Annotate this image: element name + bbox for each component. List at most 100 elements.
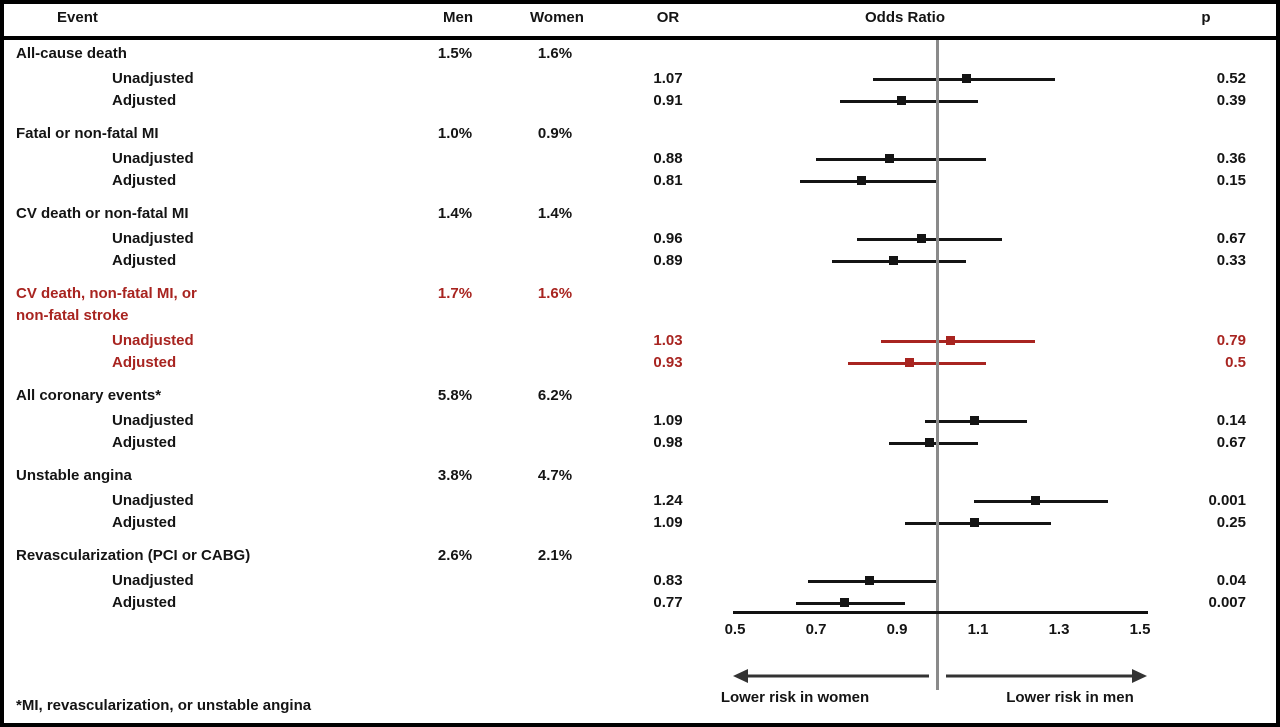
column-header-odds-ratio: Odds Ratio bbox=[864, 9, 946, 26]
column-header-women: Women bbox=[530, 9, 584, 26]
p-value: 0.15 bbox=[1216, 172, 1246, 189]
header-divider bbox=[4, 36, 1276, 40]
lower-risk-in-men-label: Lower risk in men bbox=[1006, 689, 1134, 706]
x-axis-tick-label: 1.5 bbox=[1129, 621, 1151, 638]
men-rate: 3.8% bbox=[437, 467, 473, 484]
or-value: 0.96 bbox=[653, 230, 683, 247]
women-rate: 0.9% bbox=[537, 125, 573, 142]
event-name: All-cause death bbox=[16, 45, 127, 62]
estimate-label: Unadjusted bbox=[112, 332, 194, 349]
x-axis-tick-label: 1.1 bbox=[967, 621, 989, 638]
point-estimate-marker bbox=[864, 576, 874, 585]
p-value: 0.39 bbox=[1216, 92, 1246, 109]
or-value: 1.09 bbox=[653, 412, 683, 429]
or-value: 0.77 bbox=[653, 594, 683, 611]
men-rate: 5.8% bbox=[437, 387, 473, 404]
reference-line-or-1 bbox=[936, 40, 939, 690]
right-arrowhead-icon bbox=[1132, 669, 1147, 683]
footnote: *MI, revascularization, or unstable angi… bbox=[16, 697, 312, 714]
x-axis-tick-label: 1.3 bbox=[1048, 621, 1070, 638]
estimate-label: Adjusted bbox=[112, 354, 177, 371]
lower-risk-in-women-label: Lower risk in women bbox=[720, 689, 870, 706]
point-estimate-marker bbox=[884, 154, 894, 163]
p-value: 0.5 bbox=[1225, 354, 1246, 371]
women-rate: 1.6% bbox=[537, 45, 573, 62]
event-name: Fatal or non-fatal MI bbox=[16, 125, 159, 142]
men-rate: 1.5% bbox=[437, 45, 473, 62]
men-rate: 1.7% bbox=[437, 285, 473, 302]
point-estimate-marker bbox=[840, 598, 850, 607]
women-rate: 2.1% bbox=[537, 547, 573, 564]
point-estimate-marker bbox=[969, 518, 979, 527]
estimate-label: Unadjusted bbox=[112, 492, 194, 509]
men-rate: 1.0% bbox=[437, 125, 473, 142]
x-axis-tick-label: 0.7 bbox=[805, 621, 827, 638]
event-name: CV death or non-fatal MI bbox=[16, 205, 189, 222]
women-rate: 6.2% bbox=[537, 387, 573, 404]
estimate-label: Unadjusted bbox=[112, 572, 194, 589]
event-name: All coronary events* bbox=[16, 387, 162, 404]
estimate-label: Adjusted bbox=[112, 434, 177, 451]
or-value: 1.24 bbox=[653, 492, 683, 509]
estimate-label: Adjusted bbox=[112, 514, 177, 531]
column-header-p: p bbox=[1201, 9, 1211, 26]
or-value: 1.09 bbox=[653, 514, 683, 531]
point-estimate-marker bbox=[856, 176, 866, 185]
direction-arrows bbox=[733, 669, 1147, 683]
men-rate: 1.4% bbox=[437, 205, 473, 222]
p-value: 0.14 bbox=[1216, 412, 1246, 429]
estimate-label: Adjusted bbox=[112, 92, 177, 109]
estimate-label: Adjusted bbox=[112, 172, 177, 189]
point-estimate-marker bbox=[969, 416, 979, 425]
confidence-interval-line bbox=[880, 340, 1035, 343]
p-value: 0.67 bbox=[1216, 230, 1246, 247]
left-arrowhead-icon bbox=[733, 669, 748, 683]
or-value: 1.07 bbox=[653, 70, 683, 87]
estimate-label: Unadjusted bbox=[112, 230, 194, 247]
or-value: 0.83 bbox=[653, 572, 683, 589]
x-axis-tick-label: 0.9 bbox=[886, 621, 908, 638]
or-value: 1.03 bbox=[653, 332, 683, 349]
men-rate: 2.6% bbox=[437, 547, 473, 564]
women-rate: 1.4% bbox=[537, 205, 573, 222]
p-value: 0.52 bbox=[1216, 70, 1246, 87]
point-estimate-marker bbox=[961, 74, 971, 83]
estimate-label: Unadjusted bbox=[112, 150, 194, 167]
confidence-interval-line bbox=[848, 362, 987, 365]
confidence-interval-line bbox=[799, 180, 938, 183]
or-value: 0.88 bbox=[653, 150, 683, 167]
point-estimate-marker bbox=[945, 336, 955, 345]
confidence-interval-line bbox=[856, 238, 1003, 241]
column-header-or: OR bbox=[656, 9, 680, 26]
p-value: 0.04 bbox=[1216, 572, 1246, 589]
column-header-event: Event bbox=[57, 9, 98, 26]
p-value: 0.25 bbox=[1216, 514, 1246, 531]
point-estimate-marker bbox=[1030, 496, 1040, 505]
estimate-label: Unadjusted bbox=[112, 70, 194, 87]
event-name-line2: non-fatal stroke bbox=[16, 307, 129, 324]
column-header-men: Men bbox=[443, 9, 473, 26]
point-estimate-marker bbox=[917, 234, 927, 243]
confidence-interval-line bbox=[832, 260, 966, 263]
confidence-interval-line bbox=[816, 158, 987, 161]
event-name: Revascularization (PCI or CABG) bbox=[16, 547, 251, 564]
confidence-interval-line bbox=[795, 602, 906, 605]
p-value: 0.33 bbox=[1216, 252, 1246, 269]
p-value: 0.79 bbox=[1216, 332, 1246, 349]
women-rate: 1.6% bbox=[537, 285, 573, 302]
or-value: 0.91 bbox=[653, 92, 683, 109]
or-value: 0.98 bbox=[653, 434, 683, 451]
confidence-interval-line bbox=[840, 100, 978, 103]
or-value: 0.81 bbox=[653, 172, 683, 189]
estimate-label: Adjusted bbox=[112, 252, 177, 269]
x-axis-tick-label: 0.5 bbox=[724, 621, 746, 638]
event-name: Unstable angina bbox=[16, 467, 132, 484]
women-rate: 4.7% bbox=[537, 467, 573, 484]
or-value: 0.93 bbox=[653, 354, 683, 371]
point-estimate-marker bbox=[888, 256, 898, 265]
point-estimate-marker bbox=[925, 438, 935, 447]
p-value: 0.007 bbox=[1208, 594, 1246, 611]
point-estimate-marker bbox=[897, 96, 907, 105]
p-value: 0.36 bbox=[1216, 150, 1246, 167]
